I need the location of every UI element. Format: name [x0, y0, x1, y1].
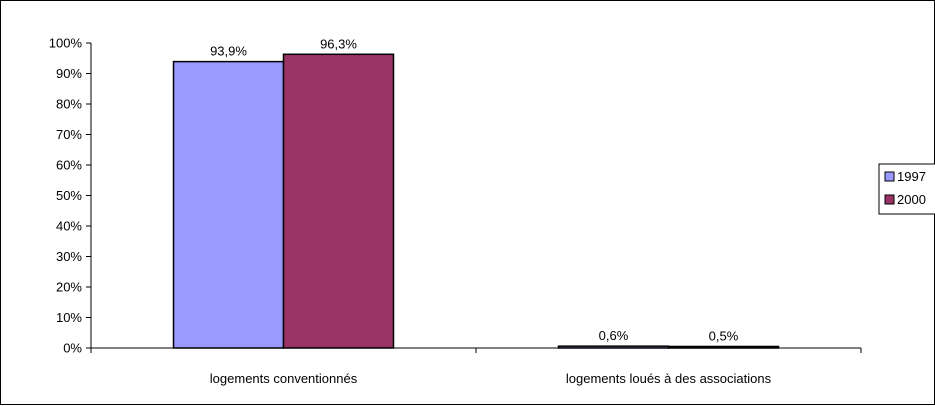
- y-tick-label: 80%: [56, 97, 82, 112]
- legend: 1997 2000: [878, 163, 935, 215]
- y-tick-label: 0%: [63, 341, 82, 356]
- data-label: 96,3%: [320, 36, 357, 51]
- data-label: 93,9%: [210, 44, 247, 59]
- x-axis-ticks: logements conventionnés logements loués à…: [90, 348, 862, 386]
- bar-2000-1: [282, 53, 395, 349]
- x-category-label: logements loués à des associations: [566, 371, 772, 386]
- y-tick-label: 70%: [56, 127, 82, 142]
- y-tick-label: 40%: [56, 219, 82, 234]
- y-tick-label: 50%: [56, 188, 82, 203]
- x-category-label: logements conventionnés: [210, 371, 358, 386]
- y-axis-ticks: 0% 10% 20% 30% 40% 50% 60% 70% 80% 90% 100%: [49, 36, 91, 356]
- data-label: 0,5%: [709, 328, 739, 343]
- y-tick-label: 90%: [56, 66, 82, 81]
- y-tick-label: 10%: [56, 310, 82, 325]
- y-tick-label: 30%: [56, 249, 82, 264]
- bars: [172, 53, 780, 349]
- y-tick-label: 100%: [49, 36, 83, 51]
- legend-swatch: [884, 194, 895, 205]
- data-label: 0,6%: [599, 328, 629, 343]
- legend-swatch: [884, 171, 895, 182]
- y-tick-label: 20%: [56, 280, 82, 295]
- data-labels: 93,9% 96,3% 0,6% 0,5%: [210, 36, 739, 343]
- bar-1997-1: [172, 60, 285, 349]
- legend-label: 1997: [897, 169, 926, 184]
- legend-label: 2000: [897, 192, 926, 207]
- y-tick-label: 60%: [56, 158, 82, 173]
